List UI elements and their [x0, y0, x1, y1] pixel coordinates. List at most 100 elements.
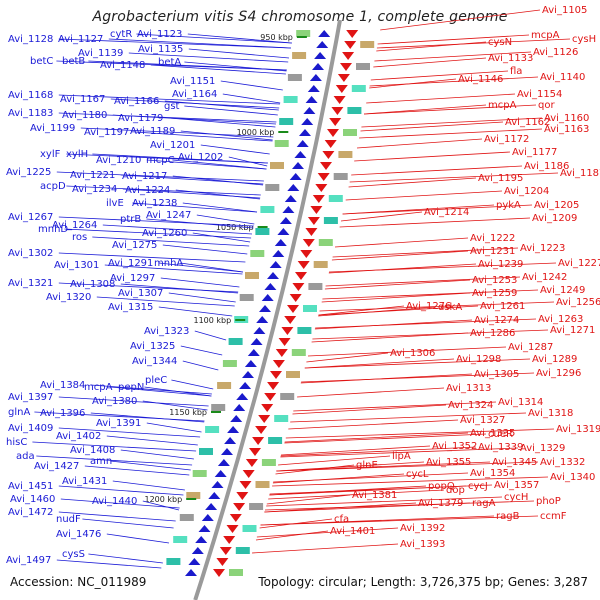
forward-gene-arrow: [201, 514, 214, 521]
reverse-gene-arrow: [242, 470, 255, 478]
right-gene-label: Avi_1340: [550, 472, 595, 483]
forward-gene-arrow: [279, 217, 292, 224]
left-gene-label: glnA: [8, 407, 30, 418]
right-leader-line: [351, 165, 523, 176]
reverse-gene-arrow: [261, 404, 274, 412]
right-gene-label: Avi_1379: [418, 498, 463, 509]
reverse-gene-arrow: [324, 140, 337, 148]
right-gene-label: Avi_1249: [540, 285, 585, 296]
right-gene-label: phoP: [536, 496, 561, 507]
right-leader-line: [359, 128, 543, 139]
reverse-gene-arrow: [346, 30, 359, 38]
left-gene-label: Avi_1397: [8, 392, 53, 403]
right-gene-label: Avi_1222: [470, 233, 515, 244]
left-leader-line: [108, 38, 291, 49]
left-gene-label: mcpC: [146, 155, 175, 166]
left-gene-label: mnhD: [38, 224, 68, 235]
right-gene-label: Avi_1289: [532, 354, 577, 365]
feature-block-right: [229, 569, 243, 576]
left-gene-label: Avi_1301: [54, 260, 99, 271]
left-leader-line: [58, 38, 291, 49]
left-leader-line: [32, 441, 197, 452]
left-gene-label: Avi_1380: [92, 396, 137, 407]
forward-gene-arrow: [185, 569, 197, 576]
left-leader-line: [112, 480, 185, 491]
right-leader-line: [331, 250, 469, 261]
right-gene-label: mcpA: [488, 100, 517, 111]
left-gene-label: Avi_1321: [8, 278, 53, 289]
left-leader-line: [104, 264, 243, 275]
right-gene-label: Avi_1146: [458, 74, 503, 85]
reverse-gene-arrow: [281, 327, 294, 335]
left-gene-label: Avi_1123: [137, 29, 182, 40]
right-gene-label: Avi_1287: [508, 342, 553, 353]
right-leader-line: [328, 262, 557, 273]
right-leader-line: [256, 527, 399, 538]
right-leader-line: [272, 473, 405, 484]
forward-gene-arrow: [307, 85, 320, 92]
left-leader-line: [200, 144, 270, 155]
left-leader-line: [222, 93, 281, 104]
forward-gene-arrow: [195, 536, 208, 543]
reverse-gene-arrow: [333, 96, 346, 104]
left-gene-label: Avi_1451: [8, 481, 53, 492]
right-gene-label: Avi_1160: [544, 113, 589, 124]
left-gene-label: ilvE: [106, 198, 124, 209]
left-leader-line: [92, 236, 250, 247]
right-gene-label: Avi_1204: [504, 186, 549, 197]
right-leader-line: [290, 412, 527, 423]
right-gene-label: pykA: [496, 200, 521, 211]
left-gene-label: Avi_1199: [30, 123, 75, 134]
reverse-gene-arrow: [278, 338, 291, 346]
left-leader-line: [58, 252, 246, 263]
right-gene-label: glnE: [356, 460, 378, 471]
left-leader-line: [228, 156, 268, 167]
right-leader-line: [311, 332, 469, 343]
left-gene-label: nudF: [56, 514, 81, 525]
reverse-gene-arrow: [258, 415, 271, 423]
right-leader-line: [369, 78, 457, 89]
left-leader-line: [142, 400, 208, 411]
forward-gene-arrow: [217, 459, 230, 466]
reverse-gene-arrow: [255, 426, 268, 434]
reverse-gene-arrow: [226, 525, 239, 533]
left-leader-line: [182, 360, 219, 371]
right-leader-line: [349, 172, 559, 183]
right-leader-line: [285, 428, 555, 439]
left-leader-line: [150, 64, 286, 75]
left-leader-line: [180, 130, 273, 141]
left-gene-label: Avi_1127: [58, 34, 103, 45]
left-leader-line: [136, 33, 292, 44]
right-leader-line: [264, 502, 471, 513]
forward-gene-arrow: [277, 228, 290, 235]
right-leader-line: [266, 494, 351, 505]
feature-block-right: [308, 283, 323, 290]
right-gene-label: Avi_1324: [448, 400, 493, 411]
left-leader-line: [160, 277, 240, 288]
right-leader-line: [255, 530, 329, 541]
right-gene-label: Avi_1239: [478, 259, 523, 270]
reverse-gene-arrow: [331, 107, 344, 115]
left-gene-label: Avi_1167: [60, 94, 105, 105]
reverse-gene-arrow: [340, 63, 352, 71]
right-gene-label: cysN: [488, 37, 512, 48]
left-leader-line: [90, 412, 205, 423]
feature-block-right: [274, 415, 289, 422]
reverse-gene-arrow: [287, 305, 299, 313]
chromosome-backbone: [193, 19, 342, 600]
right-gene-label: Avi_1332: [540, 457, 585, 468]
right-leader-line: [264, 500, 535, 511]
feature-block-right: [286, 371, 300, 378]
forward-gene-arrow: [284, 195, 297, 202]
right-leader-line: [328, 263, 477, 274]
reverse-gene-arrow: [344, 41, 357, 49]
feature-block-right: [280, 393, 295, 400]
left-gene-label: Avi_1217: [122, 171, 167, 182]
left-gene-label: Avi_1427: [34, 461, 79, 472]
feature-block-left: [179, 514, 194, 521]
right-leader-line: [354, 151, 511, 162]
forward-gene-arrow: [316, 41, 329, 48]
forward-gene-arrow: [314, 52, 327, 59]
left-leader-line: [90, 384, 212, 395]
right-leader-line: [293, 401, 497, 412]
